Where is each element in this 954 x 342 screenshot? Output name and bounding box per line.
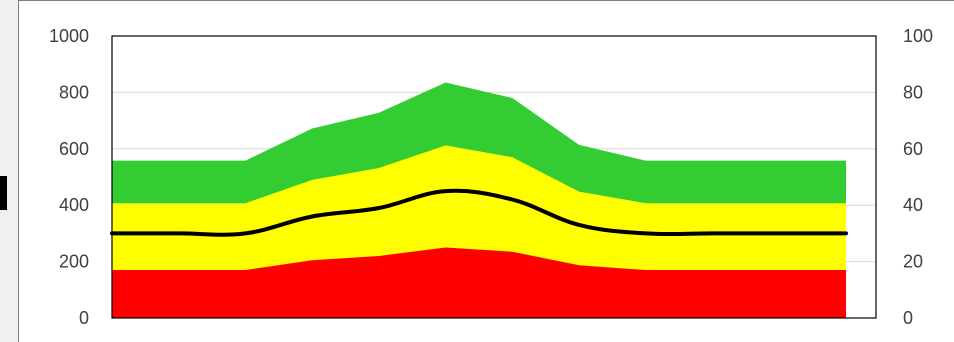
area-series-group (112, 82, 846, 318)
partial-left-edge-mark (0, 176, 7, 210)
plot-area-border (111, 35, 877, 319)
tick-labels: 0 200 400 600 800 1000 0 20 40 60 80 100 (49, 26, 933, 328)
line-series-group (110, 188, 848, 237)
y2-tick-label-0: 0 (903, 308, 913, 328)
y2-tick-label-40: 40 (903, 195, 923, 215)
y2-tick-label-60: 60 (903, 139, 923, 159)
line-series-1 (110, 188, 848, 237)
y-tick-label-600: 600 (59, 139, 89, 159)
y2-tick-label-80: 80 (903, 82, 923, 102)
y-tick-label-0: 0 (79, 308, 89, 328)
y2-tick-label-100: 100 (903, 26, 933, 46)
area-band-3 (112, 247, 846, 318)
axes (111, 35, 877, 319)
y2-tick-label-20: 20 (903, 252, 923, 272)
y-tick-label-800: 800 (59, 82, 89, 102)
y-tick-label-400: 400 (59, 195, 89, 215)
y-tick-label-200: 200 (59, 252, 89, 272)
y-tick-label-1000: 1000 (49, 26, 89, 46)
left-gap (7, 0, 18, 342)
